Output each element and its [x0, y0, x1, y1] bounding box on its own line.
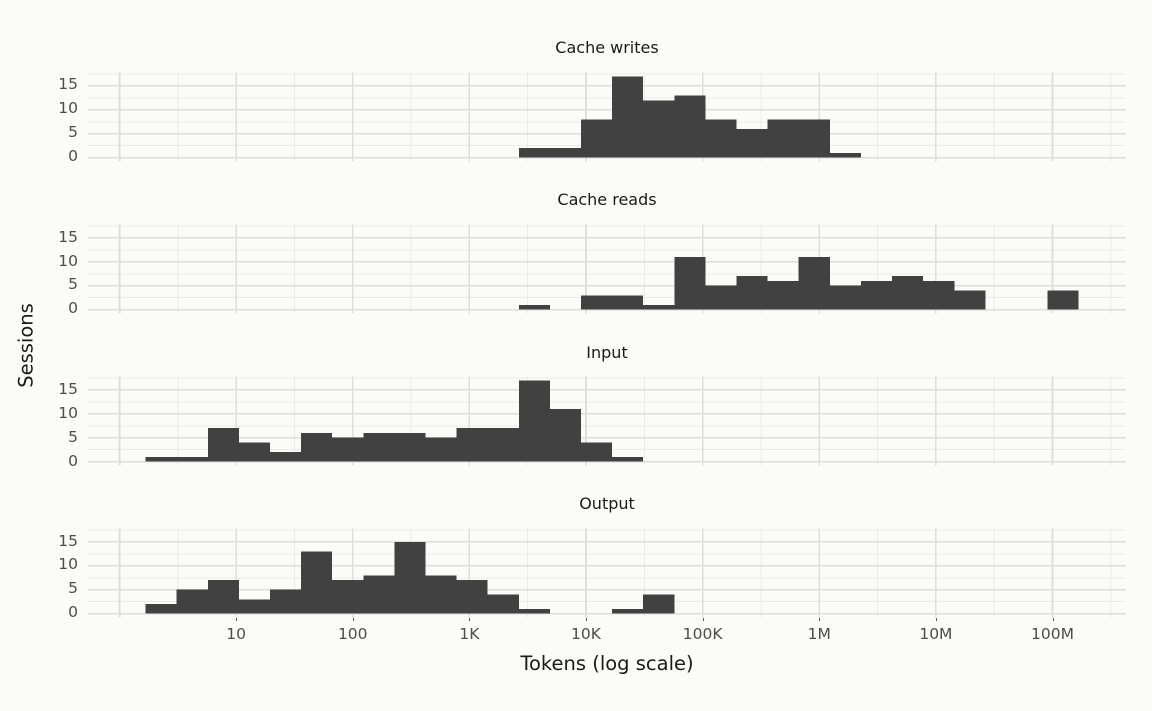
histogram-bar	[270, 589, 302, 614]
histogram-bar	[674, 257, 706, 310]
x-tick-label: 100K	[682, 625, 723, 643]
x-axis-title: Tokens (log scale)	[520, 652, 694, 675]
x-tick-label: 1M	[807, 625, 831, 643]
y-tick-label: 10	[58, 555, 78, 574]
histogram-bar	[612, 457, 644, 462]
histogram-bar	[394, 433, 426, 462]
facet-title-input: Input	[586, 342, 628, 362]
x-tick-mark	[236, 618, 238, 621]
histogram-bar	[643, 99, 675, 158]
histogram-bar	[892, 276, 924, 310]
histogram-bar	[332, 580, 364, 614]
x-tick-label: 10	[226, 625, 246, 643]
histogram-bar	[332, 437, 364, 462]
y-tick-label: 15	[58, 379, 78, 398]
histogram-bar	[923, 280, 955, 310]
histogram-bar	[581, 442, 613, 462]
histogram-panel-output	[88, 528, 1126, 618]
histogram-bar	[363, 433, 395, 462]
histogram-bar	[456, 580, 488, 614]
y-tick-label: 5	[68, 123, 78, 142]
histogram-bar	[736, 128, 768, 158]
histogram-bar	[238, 599, 271, 614]
histogram-bar	[487, 594, 519, 614]
histogram-bar	[829, 152, 861, 158]
histogram-bar	[860, 280, 893, 310]
histogram-bar	[145, 457, 177, 462]
histogram-bar	[829, 285, 861, 310]
histogram-bar	[518, 147, 550, 158]
histogram-bar	[238, 442, 271, 462]
facet-title-cache-reads: Cache reads	[557, 190, 657, 210]
y-tick-label: 0	[68, 299, 78, 318]
y-tick-label: 15	[58, 75, 78, 94]
histogram-bar	[518, 380, 550, 462]
histogram-bar	[207, 580, 239, 614]
x-tick-mark	[352, 618, 354, 621]
histogram-bar	[798, 119, 830, 158]
histogram-bar	[954, 290, 986, 310]
y-tick-label: 5	[68, 275, 78, 294]
histogram-bar	[736, 276, 768, 310]
facet-title-cache-writes: Cache writes	[555, 38, 659, 57]
histogram-bar	[176, 457, 208, 462]
histogram-bar	[612, 608, 644, 614]
histogram-bar	[518, 608, 550, 614]
histogram-panel-cache-writes	[88, 71, 1126, 162]
histogram-bar	[1047, 290, 1079, 310]
histogram-panel-input	[88, 376, 1126, 466]
histogram-panel-cache-reads	[88, 224, 1126, 314]
x-tick-mark	[469, 618, 471, 621]
histogram-bar	[705, 119, 737, 158]
x-tick-mark	[1052, 618, 1054, 621]
x-tick-label: 100M	[1031, 625, 1074, 643]
histogram-bar	[674, 95, 706, 158]
histogram-bar	[425, 575, 457, 614]
y-tick-label: 10	[58, 403, 78, 422]
x-tick-mark	[819, 618, 821, 621]
x-tick-label: 100	[337, 625, 368, 643]
histogram-bar	[643, 304, 675, 310]
y-tick-label: 15	[58, 227, 78, 246]
y-tick-label: 15	[58, 531, 78, 550]
histogram-bar	[767, 280, 799, 310]
histogram-bar	[518, 304, 550, 310]
x-tick-label: 10M	[919, 625, 953, 643]
histogram-bar	[363, 575, 395, 614]
histogram-bar	[145, 603, 177, 614]
x-tick-label: 1K	[459, 625, 480, 643]
histogram-bar	[270, 452, 302, 462]
y-tick-label: 0	[68, 451, 78, 470]
y-tick-label: 10	[58, 99, 78, 118]
x-tick-mark	[586, 618, 587, 621]
histogram-bar	[207, 428, 239, 462]
x-tick-mark	[702, 618, 704, 621]
histogram-bar	[549, 409, 582, 462]
y-tick-label: 0	[68, 147, 78, 166]
histogram-bar	[612, 76, 644, 158]
histogram-bar	[643, 594, 675, 614]
histogram-bar	[301, 433, 333, 462]
histogram-bar	[176, 589, 208, 614]
facet-title-output: Output	[579, 494, 635, 514]
histogram-bar	[767, 119, 799, 158]
histogram-bar	[487, 428, 519, 462]
histogram-bar	[581, 119, 613, 158]
histogram-bar	[705, 285, 737, 310]
histogram-bar	[394, 541, 426, 614]
histogram-bar	[549, 147, 582, 158]
histogram-bar	[612, 295, 644, 310]
y-tick-label: 10	[58, 251, 78, 270]
histogram-bar	[425, 437, 457, 462]
x-tick-label: 10K	[571, 625, 601, 643]
y-tick-label: 0	[68, 603, 78, 622]
y-tick-label: 5	[68, 579, 78, 598]
histogram-bar	[581, 295, 613, 310]
histogram-bar	[798, 257, 830, 310]
histogram-bar	[456, 428, 488, 462]
histogram-bar	[301, 551, 333, 614]
x-tick-mark	[935, 618, 937, 621]
y-tick-label: 5	[68, 427, 78, 446]
